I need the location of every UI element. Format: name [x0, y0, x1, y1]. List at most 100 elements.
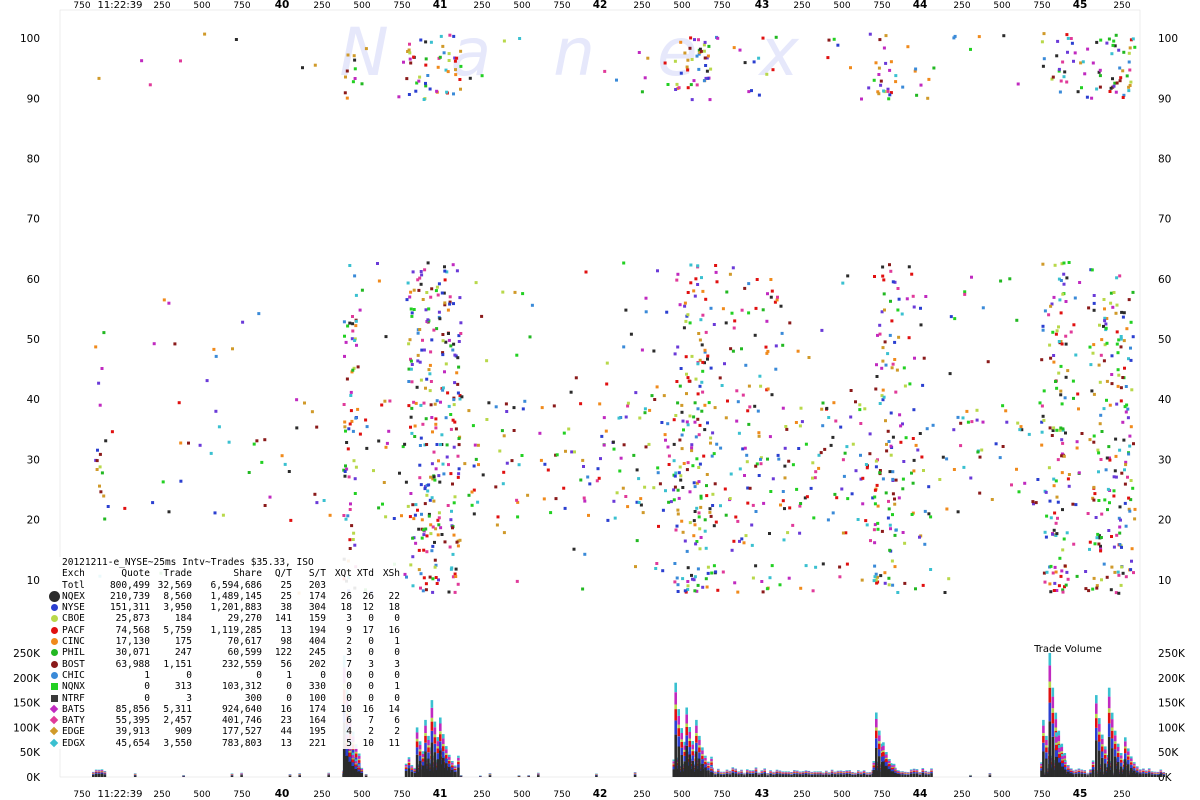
trade-point — [841, 458, 845, 462]
volume-bar-segment — [454, 768, 457, 769]
trade-point — [966, 420, 970, 424]
volume-bar-segment — [743, 774, 746, 776]
volume-bar-segment — [988, 774, 992, 776]
volume-bar-segment — [1162, 774, 1165, 777]
volume-bar-segment — [1055, 744, 1058, 751]
volume-bar-segment — [872, 767, 876, 770]
trade-point — [778, 583, 782, 587]
volume-bar-segment — [882, 756, 885, 762]
trade-point — [1097, 499, 1101, 502]
volume-bar-segment — [793, 773, 796, 777]
legend-cell: 122 — [274, 647, 292, 659]
trade-point — [1023, 481, 1027, 485]
volume-bar-segment — [909, 772, 913, 774]
trade-point — [398, 471, 401, 475]
legend-cell: 0 — [346, 692, 352, 704]
legend-cell: 0 — [186, 669, 192, 681]
legend-cell: 0 — [394, 692, 400, 704]
volume-bar-segment — [1071, 770, 1075, 772]
trade-point — [581, 458, 585, 462]
legend-cell: 232,559 — [221, 658, 262, 670]
trade-point — [343, 470, 347, 473]
trade-point — [437, 516, 441, 520]
volume-bar-segment — [839, 771, 843, 772]
trade-point — [351, 80, 355, 84]
volume-bar-segment — [454, 765, 457, 767]
volume-bar-segment — [1159, 773, 1163, 777]
bottom-time-axis: 750 250 500 750 250 500 750 250 500 750 250 500 750 2… — [73, 788, 1130, 800]
volume-bar-segment — [833, 773, 837, 774]
trade-point — [705, 69, 709, 73]
trade-point — [445, 90, 449, 94]
trade-point — [787, 576, 791, 580]
volume-bar-segment — [1130, 758, 1133, 762]
volume-bar-segment — [921, 770, 925, 771]
trade-point — [1109, 588, 1113, 592]
volume-bar-segment — [930, 771, 933, 774]
volume-bar-segment — [915, 772, 919, 774]
volume-bar-segment — [839, 772, 843, 774]
trade-point — [893, 565, 897, 569]
volume-bar-segment — [364, 774, 368, 775]
trade-point — [703, 361, 706, 365]
trade-point — [353, 58, 357, 62]
trade-point — [456, 454, 460, 458]
trade-point — [453, 353, 457, 357]
trade-point — [1058, 90, 1062, 94]
trade-point — [95, 459, 99, 463]
trade-point — [451, 263, 455, 267]
volume-bar-segment — [845, 774, 848, 777]
trade-point — [676, 401, 680, 405]
trade-point — [743, 286, 747, 290]
ms-tick-label: 250 — [1113, 790, 1130, 800]
legend-cell: 304 — [308, 602, 326, 614]
volume-tick-label: 150K — [13, 698, 41, 710]
trade-point — [1117, 338, 1121, 342]
volume-bar-segment — [1147, 768, 1151, 770]
trade-point — [697, 480, 701, 484]
trade-point — [888, 93, 892, 97]
volume-bar-segment — [1051, 723, 1055, 737]
trade-point — [612, 447, 616, 451]
trade-point — [459, 49, 463, 53]
trade-point — [1098, 323, 1101, 327]
volume-bar-segment — [1077, 768, 1081, 770]
trade-point — [1053, 263, 1057, 267]
legend-cell: 2,457 — [163, 715, 192, 727]
trade-point — [635, 468, 639, 472]
trade-point — [502, 470, 506, 474]
volume-bar-segment — [1086, 773, 1089, 774]
trade-point — [343, 425, 347, 429]
legend-cell: 6 — [346, 715, 352, 727]
volume-bar-segment — [364, 775, 368, 777]
trade-point — [602, 416, 606, 420]
volume-bar-segment — [717, 772, 720, 774]
trade-point — [681, 577, 685, 581]
volume-bar-segment — [901, 771, 904, 773]
volume-bar-segment — [537, 774, 540, 775]
trade-point — [431, 544, 435, 548]
volume-bar-segment — [1098, 724, 1101, 732]
legend-header: Exch Quote Trade Share Q/T S/T XQt XTd XSh — [62, 568, 400, 579]
volume-bar-segment — [891, 765, 894, 767]
trade-point — [1055, 589, 1059, 592]
legend-row: NYSE 151,311 3,950 1,201,883 38 304 18 12 18 — [51, 602, 400, 614]
trade-point — [448, 33, 452, 37]
trade-point — [678, 465, 682, 469]
trade-point — [798, 424, 802, 428]
trade-point — [151, 501, 155, 505]
volume-bar-segment — [833, 774, 837, 777]
trade-point — [817, 453, 821, 457]
volume-bar-segment — [1067, 766, 1070, 768]
trade-point — [696, 392, 700, 396]
trade-point — [348, 547, 352, 550]
volume-bar-segment — [704, 760, 707, 762]
trade-point — [829, 443, 833, 447]
trade-point — [424, 308, 428, 312]
volume-bar-segment — [527, 775, 530, 776]
trade-point — [1100, 578, 1103, 582]
ms-tick-label: 250 — [153, 790, 170, 800]
trade-point — [429, 532, 433, 536]
volume-bar-segment — [1061, 759, 1064, 761]
trade-point — [162, 298, 166, 302]
